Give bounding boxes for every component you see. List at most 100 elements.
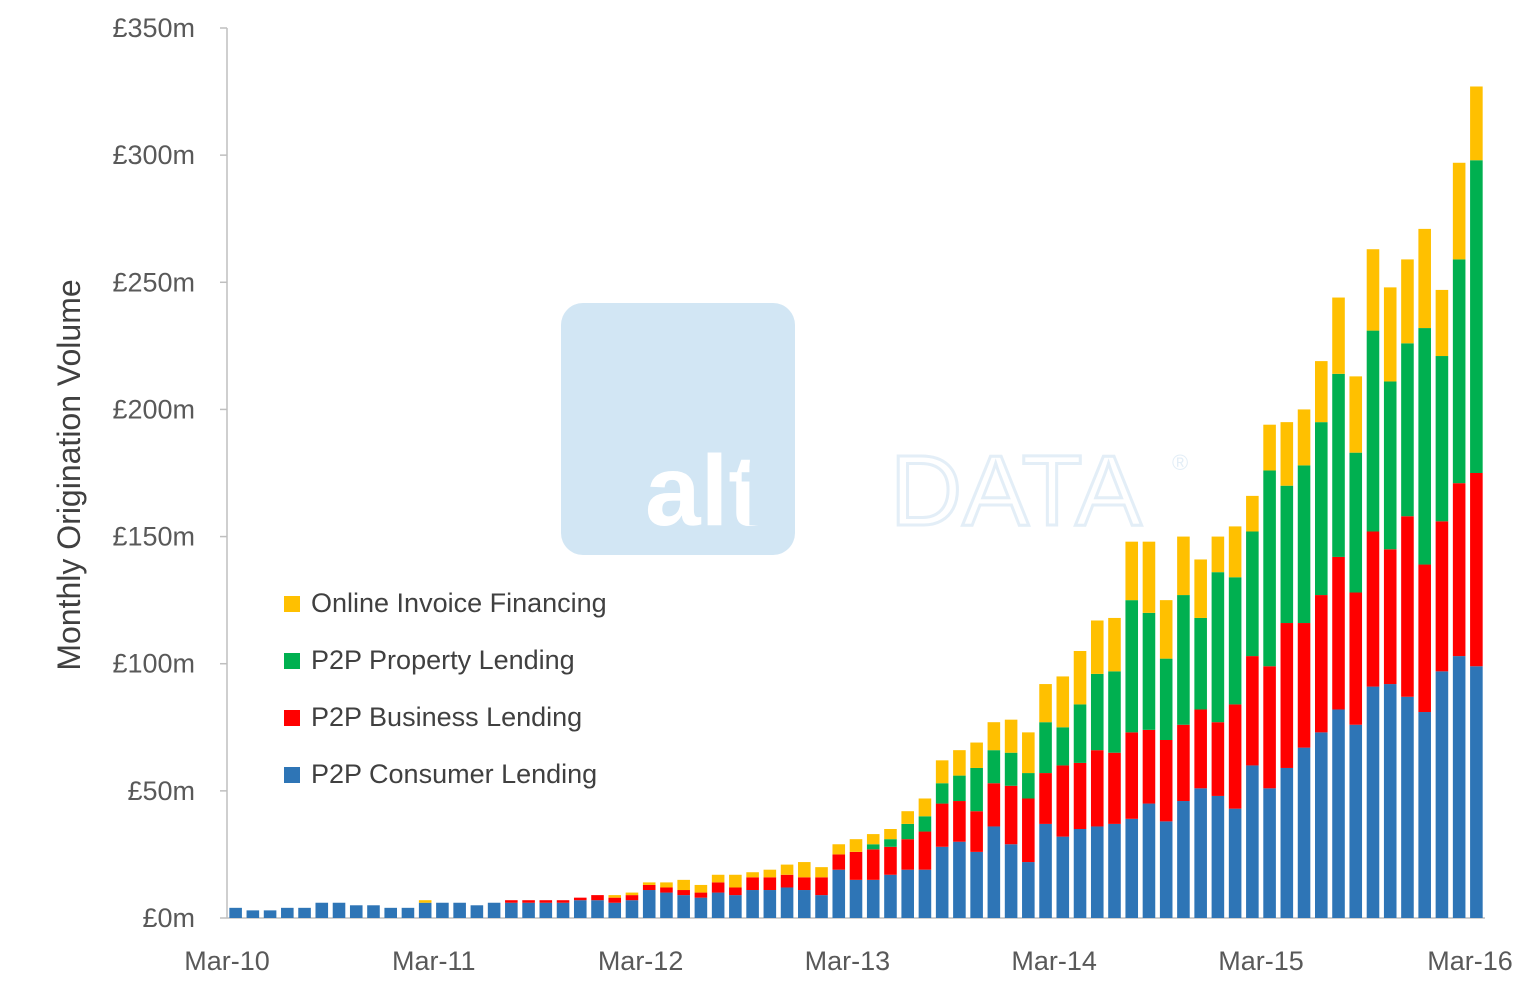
bar-segment-p2p-property-lending: [1177, 595, 1190, 725]
bar-segment-online-invoice-financing: [970, 742, 983, 768]
bar-segment-p2p-property-lending: [1246, 531, 1259, 657]
bar-segment-p2p-consumer-lending: [849, 879, 863, 918]
bar-segment-p2p-consumer-lending: [1418, 712, 1431, 918]
bar-segment-online-invoice-financing: [832, 844, 846, 855]
bar-segment-p2p-business-lending: [1211, 722, 1225, 796]
bar-segment-p2p-business-lending: [1090, 750, 1104, 827]
bar-segment-p2p-consumer-lending: [970, 851, 983, 918]
bar-segment-p2p-business-lending: [539, 900, 553, 903]
bar-segment-p2p-property-lending: [1108, 671, 1121, 753]
bar-segment-p2p-business-lending: [1228, 704, 1242, 809]
bar-segment-p2p-business-lending: [1159, 740, 1173, 822]
bar-segment-p2p-consumer-lending: [1263, 788, 1276, 918]
bar-segment-online-invoice-financing: [694, 884, 708, 893]
bar-segment-p2p-consumer-lending: [1073, 829, 1087, 918]
bar-segment-online-invoice-financing: [1435, 289, 1449, 357]
bar-segment-p2p-consumer-lending: [229, 907, 242, 918]
bar-segment-p2p-consumer-lending: [798, 890, 811, 918]
bar-segment-p2p-business-lending: [573, 897, 587, 901]
bar-segment-online-invoice-financing: [677, 879, 690, 891]
bar-segment-p2p-business-lending: [1332, 556, 1345, 710]
bar-segment-p2p-consumer-lending: [1039, 823, 1052, 918]
bar-segment-p2p-business-lending: [746, 877, 759, 891]
bar-segment-p2p-consumer-lending: [263, 910, 277, 918]
bar-segment-p2p-property-lending: [918, 816, 932, 832]
bar-segment-p2p-business-lending: [694, 892, 708, 898]
bar-segment-p2p-property-lending: [1418, 328, 1431, 565]
bar-segment-online-invoice-financing: [815, 867, 828, 878]
bar-segment-p2p-property-lending: [1470, 160, 1483, 474]
bar-segment-online-invoice-financing: [1418, 228, 1431, 329]
bar-segment-p2p-consumer-lending: [780, 887, 794, 918]
bar-segment-p2p-consumer-lending: [1452, 656, 1466, 918]
bar-segment-p2p-property-lending: [1194, 617, 1207, 710]
bar-segment-p2p-consumer-lending: [953, 841, 966, 918]
bar-segment-p2p-property-lending: [1073, 704, 1087, 763]
bar-segment-p2p-consumer-lending: [315, 902, 329, 918]
bar-segment-p2p-property-lending: [1039, 722, 1052, 774]
bar-segment-p2p-business-lending: [625, 895, 639, 901]
bar-segment-p2p-property-lending: [1159, 658, 1173, 740]
bar-segment-p2p-property-lending: [1332, 373, 1345, 557]
bar-segment-p2p-property-lending: [953, 775, 966, 802]
bar-segment-p2p-consumer-lending: [1177, 801, 1190, 918]
bar-segment-online-invoice-financing: [729, 874, 742, 888]
bar-segment-p2p-consumer-lending: [1246, 765, 1259, 918]
bar-segment-p2p-consumer-lending: [349, 905, 363, 918]
watermark-data: DATA: [890, 435, 1142, 547]
bar-segment-p2p-business-lending: [884, 846, 897, 875]
bar-segment-p2p-consumer-lending: [1004, 844, 1018, 918]
bar-segment-p2p-business-lending: [935, 803, 949, 847]
bar-segment-p2p-business-lending: [1435, 521, 1449, 672]
bar-segment-online-invoice-financing: [884, 829, 897, 840]
bar-segment-p2p-property-lending: [1125, 600, 1139, 733]
bar-segment-p2p-business-lending: [918, 831, 932, 870]
bar-segment-p2p-property-lending: [1228, 577, 1242, 705]
bar-segment-p2p-business-lending: [505, 900, 518, 903]
bar-segment-p2p-property-lending: [866, 844, 880, 850]
bar-segment-p2p-business-lending: [1315, 595, 1328, 733]
bar-segment-p2p-business-lending: [677, 890, 690, 896]
bar-segment-p2p-property-lending: [1211, 572, 1225, 723]
bar-segment-online-invoice-financing: [1194, 559, 1207, 618]
bar-segment-p2p-consumer-lending: [1022, 862, 1035, 918]
bar-segment-p2p-business-lending: [970, 811, 983, 852]
bar-segment-online-invoice-financing: [1383, 287, 1397, 382]
bar-segment-online-invoice-financing: [1039, 684, 1052, 723]
bar-segment-online-invoice-financing: [1452, 162, 1466, 260]
bar-segment-p2p-consumer-lending: [918, 869, 932, 918]
bar-segment-p2p-consumer-lending: [935, 846, 949, 918]
y-axis-label: Monthly Origination Volume: [51, 279, 87, 670]
bar-segment-p2p-consumer-lending: [711, 892, 725, 918]
bar-segment-online-invoice-financing: [746, 872, 759, 878]
bar-segment-p2p-business-lending: [866, 849, 880, 880]
bar-segment-p2p-consumer-lending: [694, 897, 708, 918]
bar-segment-p2p-business-lending: [1177, 724, 1190, 802]
legend-label: P2P Property Lending: [311, 645, 575, 675]
bar-segment-p2p-consumer-lending: [763, 890, 777, 918]
x-tick-label: Mar-13: [805, 946, 891, 976]
bar-segment-p2p-consumer-lending: [1315, 732, 1328, 918]
x-tick-labels: Mar-10 Mar-11 Mar-12 Mar-13 Mar-14 Mar-15 Mar-…: [184, 946, 1513, 976]
bar-segment-p2p-property-lending: [987, 750, 1001, 784]
bar-segment-p2p-consumer-lending: [1090, 826, 1104, 918]
bar-segment-p2p-consumer-lending: [1125, 818, 1139, 918]
bar-segment-p2p-property-lending: [1315, 422, 1328, 596]
bar-segment-online-invoice-financing: [711, 874, 725, 883]
bar-segment-p2p-business-lending: [832, 854, 846, 870]
y-tick-label: £0m: [142, 903, 195, 933]
bar-segment-p2p-consumer-lending: [1108, 823, 1121, 918]
bar-segment-p2p-property-lending: [1090, 673, 1104, 751]
bar-segment-p2p-business-lending: [1039, 773, 1052, 824]
bar-segment-p2p-consumer-lending: [1159, 821, 1173, 918]
bar-segment-online-invoice-financing: [608, 895, 622, 898]
bar-segment-p2p-consumer-lending: [1194, 788, 1207, 918]
bar-segment-p2p-consumer-lending: [660, 892, 673, 918]
bar-segment-p2p-business-lending: [1383, 549, 1397, 685]
legend-label: P2P Business Lending: [311, 702, 583, 732]
bar-segment-p2p-property-lending: [1142, 612, 1156, 730]
bar-segment-p2p-consumer-lending: [866, 879, 880, 918]
bar-segment-online-invoice-financing: [901, 811, 914, 824]
bar-segment-online-invoice-financing: [1470, 86, 1483, 161]
